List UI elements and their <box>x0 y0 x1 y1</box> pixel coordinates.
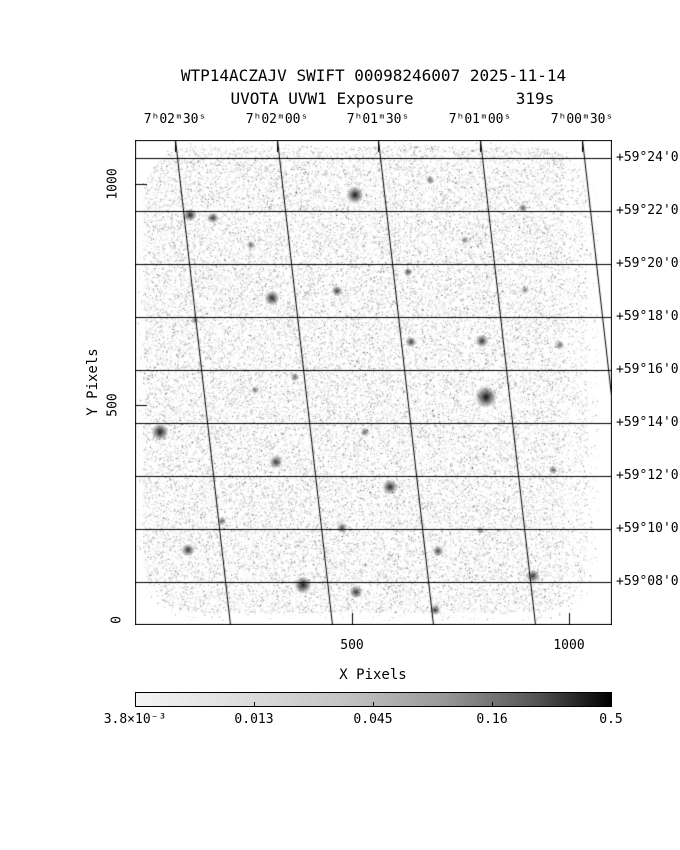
colorbar-label: 0.5 <box>599 712 623 727</box>
dec-tick-label: +59°22'0 <box>616 203 679 218</box>
ra-tick-label: 7ʰ01ᵐ30ˢ <box>346 112 410 127</box>
ra-tick-label: 7ʰ02ᵐ00ˢ <box>245 112 309 127</box>
colorbar-label: 0.16 <box>476 712 508 727</box>
colorbar-tick <box>135 702 136 707</box>
ra-tick-label: 7ʰ01ᵐ00ˢ <box>448 112 512 127</box>
colorbar-label: 3.8×10⁻³ <box>103 712 167 727</box>
y-tick-label: 0 <box>109 616 125 624</box>
colorbar-tick <box>373 702 374 707</box>
dec-tick-label: +59°14'0 <box>616 415 679 430</box>
dec-tick-label: +59°10'0 <box>616 521 679 536</box>
dec-tick-label: +59°08'0 <box>616 574 679 589</box>
ra-tick-label: 7ʰ02ᵐ30ˢ <box>143 112 207 127</box>
y-tick-label: 1000 <box>105 168 121 200</box>
instrument-label: UVOTA UVW1 Exposure <box>230 89 414 108</box>
x-tick-label: 500 <box>340 638 364 653</box>
exposure-time-label: 319s <box>515 89 555 108</box>
page-title: WTP14ACZAJV SWIFT 00098246007 2025-11-14 <box>180 66 567 85</box>
y-tick-label: 500 <box>105 393 121 417</box>
dec-tick-label: +59°20'0 <box>616 256 679 271</box>
exposure-map-canvas <box>135 140 612 625</box>
x-tick-label: 1000 <box>553 638 585 653</box>
dec-tick-label: +59°16'0 <box>616 362 679 377</box>
dec-tick-label: +59°12'0 <box>616 468 679 483</box>
colorbar-label: 0.013 <box>234 712 274 727</box>
colorbar-label: 0.045 <box>353 712 393 727</box>
y-axis-title: Y Pixels <box>85 348 101 416</box>
colorbar-tick <box>610 702 611 707</box>
x-axis-title: X Pixels <box>339 667 407 683</box>
dec-tick-label: +59°24'0 <box>616 150 679 165</box>
ra-tick-label: 7ʰ00ᵐ30ˢ <box>550 112 614 127</box>
colorbar-tick <box>254 702 255 707</box>
dec-tick-label: +59°18'0 <box>616 309 679 324</box>
colorbar-tick <box>492 702 493 707</box>
